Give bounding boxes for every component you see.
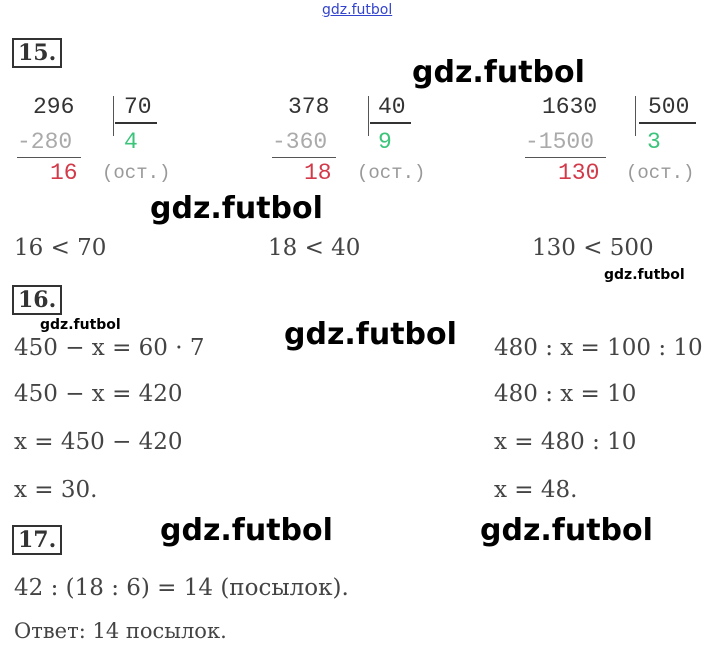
solution-line: 42 : (18 : 6) = 14 (посылок). xyxy=(14,575,349,601)
dividend: 1630 xyxy=(542,94,598,120)
equation-line: 480 : x = 10 xyxy=(494,381,637,407)
equation-line: x = 450 − 420 xyxy=(14,429,183,455)
watermark: gdz.futbol xyxy=(150,191,323,226)
watermark-top: gdz.futbol xyxy=(322,2,393,18)
subtrahend: -280 xyxy=(17,129,73,155)
remainder-note: (ост.) xyxy=(357,162,426,184)
remainder: 130 xyxy=(558,160,600,186)
dividend: 378 xyxy=(288,94,330,120)
task-number: 17 xyxy=(18,527,49,553)
equation-line: x = 48. xyxy=(494,477,578,503)
comparison: 130 < 500 xyxy=(532,235,654,261)
quotient: 9 xyxy=(378,129,392,155)
task-15-number: 15. xyxy=(12,38,63,68)
watermark: gdz.futbol xyxy=(412,55,585,90)
remainder: 16 xyxy=(50,160,78,186)
equation-line: x = 480 : 10 xyxy=(494,429,637,455)
remainder: 18 xyxy=(304,160,332,186)
divisor: 500 xyxy=(648,94,690,120)
quotient: 4 xyxy=(124,129,138,155)
task-16-number: 16. xyxy=(12,285,63,315)
watermark: gdz.futbol xyxy=(284,317,457,352)
watermark: gdz.futbol xyxy=(160,513,333,548)
equation-line: 450 − x = 60 · 7 xyxy=(14,335,205,361)
task-17-number: 17. xyxy=(12,525,63,555)
watermark: gdz.futbol xyxy=(604,267,685,283)
quotient: 3 xyxy=(647,129,661,155)
task-number: 16 xyxy=(18,287,49,313)
equation-line: 450 − x = 420 xyxy=(14,381,183,407)
divisor: 40 xyxy=(378,94,406,120)
comparison: 18 < 40 xyxy=(268,235,361,261)
remainder-note: (ост.) xyxy=(626,162,695,184)
watermark: gdz.futbol xyxy=(480,513,653,548)
divisor: 70 xyxy=(124,94,152,120)
equation-line: x = 30. xyxy=(14,477,98,503)
dividend: 296 xyxy=(33,94,75,120)
watermark: gdz.futbol xyxy=(40,317,121,333)
equation-line: 480 : x = 100 : 10 xyxy=(494,335,703,361)
subtrahend: -360 xyxy=(272,129,328,155)
task-number: 15 xyxy=(18,40,49,66)
remainder-note: (ост.) xyxy=(102,162,171,184)
comparison: 16 < 70 xyxy=(14,235,107,261)
answer-line: Ответ: 14 посылок. xyxy=(14,619,227,643)
subtrahend: -1500 xyxy=(525,129,595,155)
